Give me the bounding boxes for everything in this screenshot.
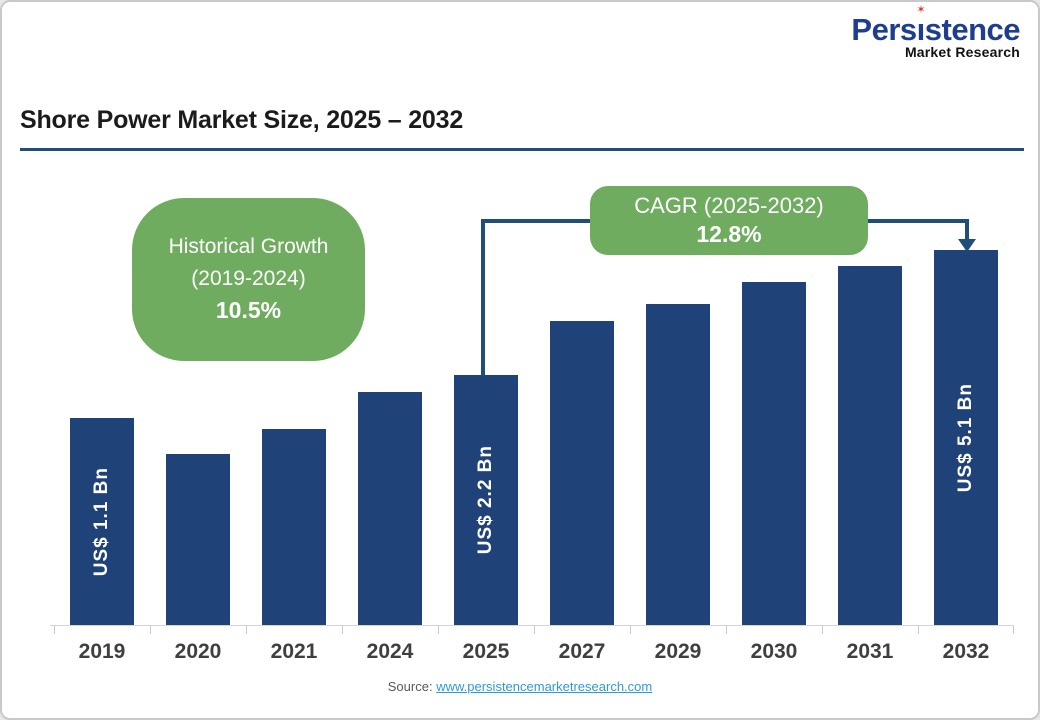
logo-star-i: ı ✶ <box>916 4 926 47</box>
bar-2024 <box>358 392 422 625</box>
bar-value-label-2032: US$ 5.1 Bn <box>955 382 976 493</box>
axis-tick <box>630 626 631 634</box>
page-title: Shore Power Market Size, 2025 – 2032 <box>20 106 464 134</box>
x-axis-label-2021: 2021 <box>270 640 318 663</box>
x-axis-label-2029: 2029 <box>654 640 702 663</box>
source-prefix: Source: <box>387 679 433 694</box>
axis-tick <box>342 626 343 634</box>
bar-2029 <box>646 304 710 625</box>
x-axis-label-2031: 2031 <box>846 640 894 663</box>
bar-2020 <box>166 454 230 625</box>
x-axis-label-2027: 2027 <box>558 640 606 663</box>
x-axis-label-2025: 2025 <box>462 640 510 663</box>
axis-tick <box>726 626 727 634</box>
bar-2025: US$ 2.2 Bn <box>454 375 518 625</box>
cagr-bracket-left-vertical <box>481 219 485 376</box>
logo-wordmark: Persı ✶ stence <box>851 4 1020 47</box>
x-axis-label-2030: 2030 <box>750 640 798 663</box>
bar-2027 <box>550 321 614 625</box>
bar-chart-plot-area: US$ 1.1 Bn US$ 2.2 Bn US$ 5.1 Bn <box>50 162 1014 634</box>
axis-tick <box>438 626 439 634</box>
axis-tick <box>54 626 55 634</box>
axis-tick <box>1013 626 1014 634</box>
bar-2030 <box>742 282 806 625</box>
x-axis-label-2019: 2019 <box>78 640 126 663</box>
historical-growth-value: 10.5% <box>215 296 282 323</box>
source-line: Source: www.persistencemarketresearch.co… <box>2 679 1038 694</box>
title-underline <box>20 148 1024 151</box>
down-arrow-icon <box>958 239 976 252</box>
cagr-bracket-right-vertical <box>965 219 969 240</box>
bar-2032: US$ 5.1 Bn <box>934 250 998 625</box>
axis-tick <box>534 626 535 634</box>
brand-logo: Persı ✶ stence Market Research <box>851 4 1020 60</box>
bar-2019: US$ 1.1 Bn <box>70 418 134 625</box>
cagr-bracket-left-horizontal <box>481 219 597 223</box>
bar-2021 <box>262 429 326 625</box>
star-icon: ✶ <box>916 4 926 16</box>
axis-tick <box>822 626 823 634</box>
axis-tick <box>246 626 247 634</box>
historical-growth-callout: Historical Growth (2019-2024) 10.5% <box>132 198 365 361</box>
axis-tick <box>918 626 919 634</box>
cagr-bracket-right-horizontal <box>860 219 969 223</box>
x-axis-label-2032: 2032 <box>942 640 990 663</box>
axis-tick <box>150 626 151 634</box>
logo-subtitle: Market Research <box>904 43 1020 60</box>
cagr-value: 12.8% <box>696 221 762 248</box>
bar-2031 <box>838 266 902 625</box>
historical-growth-period: (2019-2024) <box>191 266 306 290</box>
source-link[interactable]: www.persistencemarketresearch.com <box>436 679 653 694</box>
bar-value-label-2019: US$ 1.1 Bn <box>91 466 112 577</box>
x-axis-label-2020: 2020 <box>174 640 222 663</box>
x-axis-labels: 2019 2020 2021 2024 2025 2027 2029 2030 2031 2032 <box>50 640 1014 668</box>
bar-value-label-2025: US$ 2.2 Bn <box>475 445 496 555</box>
x-axis-label-2024: 2024 <box>366 640 414 663</box>
cagr-callout: CAGR (2025-2032) 12.8% <box>590 186 868 255</box>
historical-growth-label: Historical Growth <box>168 235 329 259</box>
cagr-label: CAGR (2025-2032) <box>634 192 824 218</box>
